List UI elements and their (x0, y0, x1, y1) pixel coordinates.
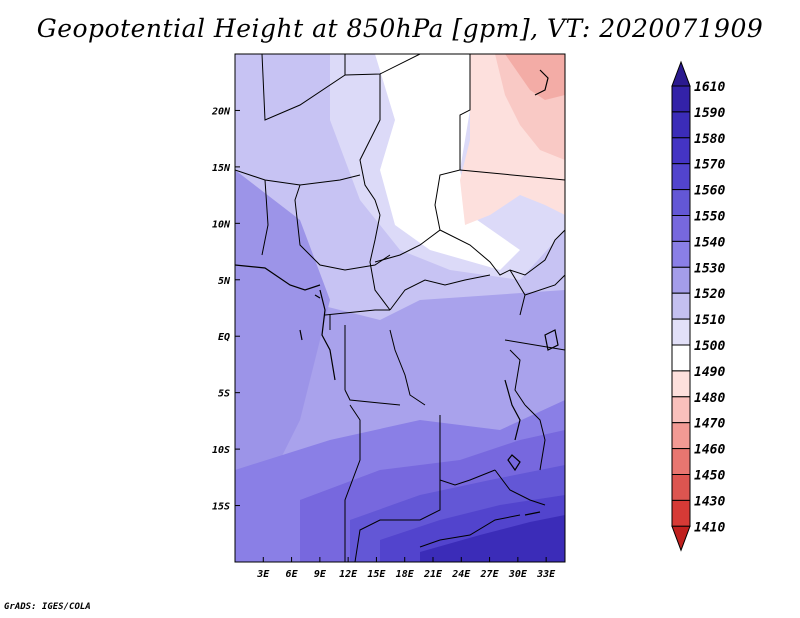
colorbar-label: 1550 (694, 210, 725, 225)
colorbar-segment (671, 396, 691, 424)
colorbar-segment (671, 111, 691, 139)
x-tick-label: 12E (339, 569, 358, 580)
colorbar-label: 1490 (694, 365, 725, 380)
colorbar-top-arrow (671, 60, 691, 87)
x-tick-label: 18E (396, 569, 415, 580)
y-axis-ticks: 20N 15N 10N 5N EQ 5S 10S 15S (211, 106, 240, 513)
colorbar-label: 1480 (694, 391, 725, 406)
y-tick-label: 15N (212, 163, 231, 174)
colorbar-label: 1540 (694, 235, 725, 250)
colorbar-label: 1460 (694, 443, 725, 458)
x-tick-label: 30E (508, 569, 528, 580)
chart-title: Geopotential Height at 850hPa [gpm], VT:… (36, 14, 764, 43)
x-tick-label: 21E (423, 569, 443, 580)
x-tick-label: 33E (536, 569, 556, 580)
colorbar-label: 1450 (694, 469, 725, 484)
field-1580-band (420, 515, 565, 562)
colorbar-segment (671, 318, 691, 346)
x-tick-label: 3E (256, 569, 270, 580)
x-tick-label: 9E (314, 569, 327, 580)
x-tick-label: 15E (367, 569, 386, 580)
x-tick-label: 6E (286, 569, 299, 580)
colorbar-segment (671, 137, 691, 165)
colorbar-segment (671, 215, 691, 242)
y-tick-label: 15S (212, 502, 230, 513)
colorbar-segment (671, 474, 691, 501)
field-1510-band (375, 54, 520, 270)
colorbar-segment (671, 266, 691, 294)
colorbar-label: 1610 (694, 80, 725, 95)
colorbar-segment (671, 189, 691, 217)
colorbar-segment (671, 240, 691, 268)
colorbar-label: 1430 (694, 494, 725, 509)
colorbar-label: 1590 (694, 106, 725, 121)
colorbar-segment (671, 344, 691, 372)
colorbar-label: 1520 (694, 287, 725, 302)
colorbar-label: 1580 (694, 132, 725, 147)
x-axis-ticks: 3E 6E 9E 12E 15E 18E 21E 24E 27E 30E 33E (256, 557, 556, 580)
y-tick-label: 10S (212, 445, 230, 456)
grads-credit: GrADS: IGES/COLA (4, 602, 91, 612)
colorbar-label: 1500 (694, 339, 725, 354)
colorbar-label: 1560 (694, 184, 725, 199)
colorbar-segment (671, 499, 691, 527)
colorbar-segment (671, 422, 691, 450)
colorbar-segment (671, 448, 691, 476)
coastlines-lakes (235, 69, 559, 516)
colorbar: 1610 1590 1580 1570 1560 1550 1540 1530 1520 1510… (671, 60, 725, 552)
height-field (235, 54, 565, 562)
y-tick-label: 10N (212, 219, 231, 230)
y-tick-label: 5S (218, 389, 230, 400)
colorbar-segment (671, 85, 691, 113)
field-1535-west (235, 170, 330, 520)
colorbar-bottom-arrow (671, 525, 691, 552)
colorbar-label: 1470 (694, 417, 725, 432)
colorbar-label: 1570 (694, 158, 725, 173)
colorbar-segment (671, 292, 691, 320)
country-borders (235, 54, 565, 562)
map-frame (234, 53, 566, 563)
colorbar-segment (671, 163, 691, 191)
x-tick-label: 24E (451, 569, 471, 580)
colorbar-segment (671, 370, 691, 398)
x-tick-label: 27E (480, 569, 500, 580)
colorbar-label: 1410 (694, 520, 725, 535)
y-tick-label: EQ (218, 332, 230, 343)
colorbar-label: 1510 (694, 313, 725, 328)
y-tick-label: 20N (211, 106, 231, 117)
field-1490-band (505, 54, 565, 100)
y-tick-label: 5N (218, 276, 231, 287)
colorbar-label: 1530 (694, 261, 725, 276)
